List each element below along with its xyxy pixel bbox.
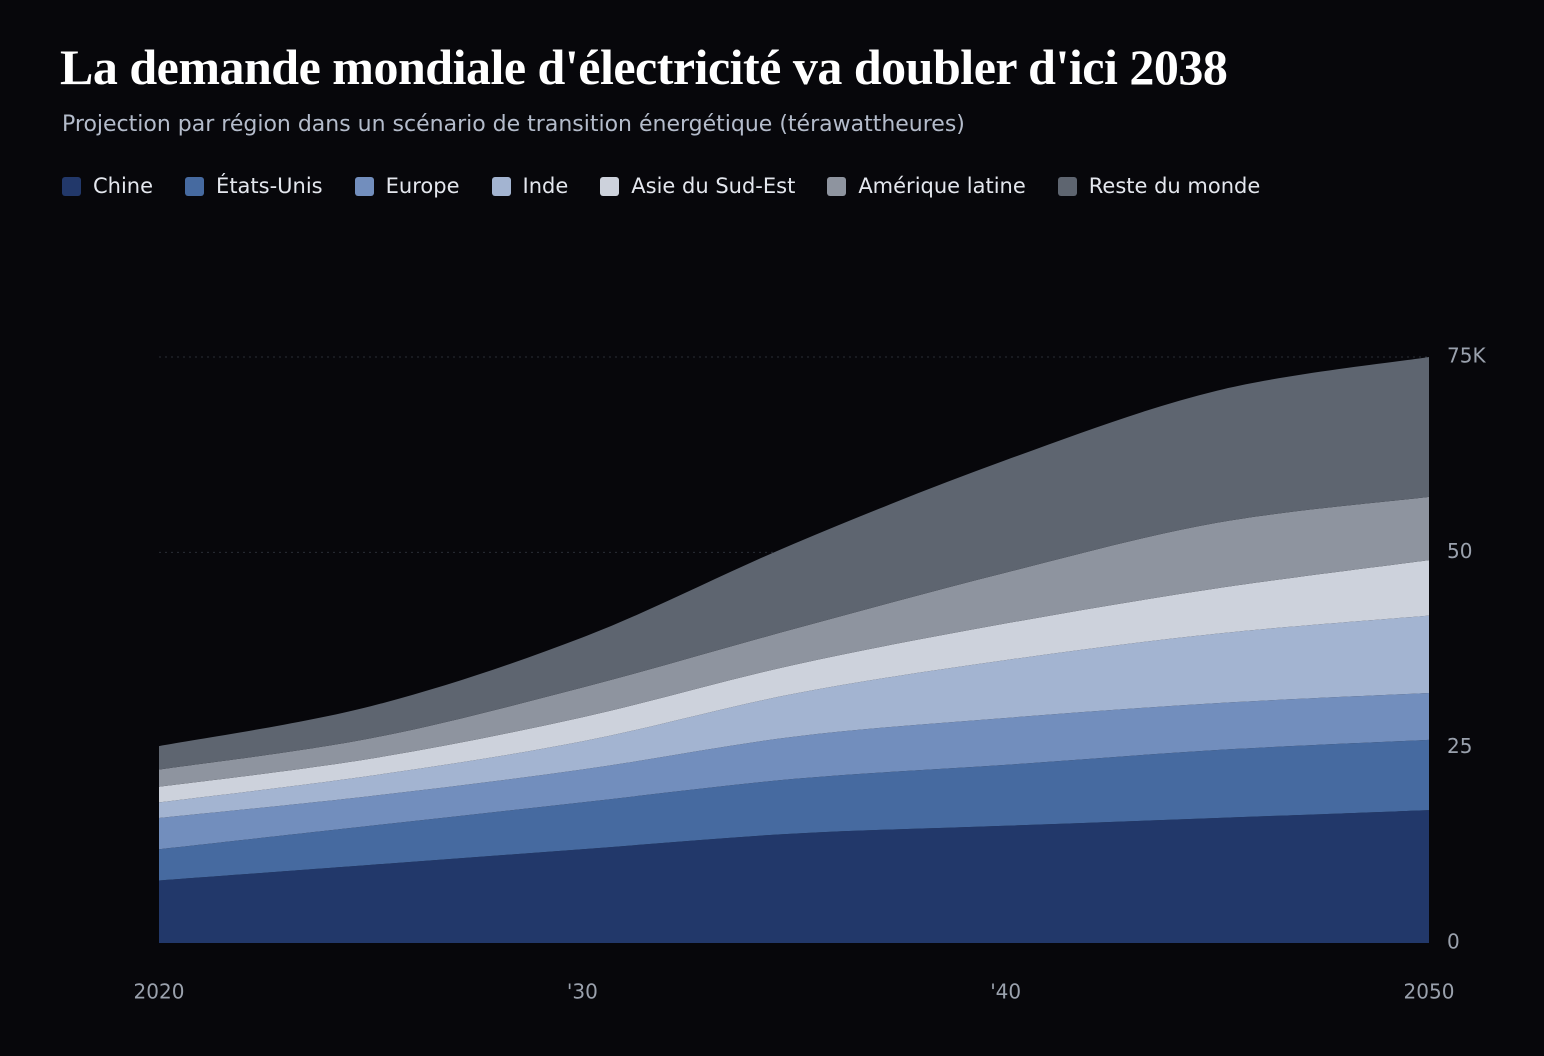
area — [159, 810, 1429, 943]
legend-item: Inde — [491, 174, 569, 198]
area — [159, 615, 1429, 818]
legend-swatch — [62, 176, 81, 196]
legend-label: Amérique latine — [858, 174, 1026, 198]
legend: Chine États-Unis Europe Inde Asie du Sud-Est… — [62, 174, 1260, 198]
legend-item: États-Unis — [185, 174, 323, 198]
y-tick-label: 25 — [1447, 734, 1472, 758]
y-tick-label: 75K — [1447, 344, 1486, 368]
x-tick-label: 2050 — [1404, 980, 1455, 1004]
legend-label: Chine — [93, 174, 154, 198]
x-tick-label: '30 — [567, 980, 598, 1004]
legend-item: Asie du Sud-Est — [600, 174, 795, 198]
legend-label: Reste du monde — [1088, 174, 1261, 198]
legend-item: Chine — [62, 174, 153, 198]
area — [159, 560, 1429, 803]
legend-label: Inde — [522, 174, 569, 198]
legend-swatch — [354, 176, 374, 196]
legend-item: Europe — [354, 174, 460, 198]
legend-swatch — [600, 176, 620, 196]
area — [159, 739, 1429, 881]
legend-label: Europe — [385, 174, 460, 198]
area — [159, 692, 1429, 850]
area — [159, 496, 1429, 787]
legend-label: Asie du Sud-Est — [631, 174, 796, 198]
y-tick-label: 50 — [1447, 539, 1472, 563]
chart-title: La demande mondiale d'électricité va dou… — [60, 39, 1228, 95]
chart-subtitle: Projection par région dans un scénario d… — [62, 112, 965, 137]
legend-swatch — [1057, 176, 1077, 196]
legend-item: Amérique latine — [827, 174, 1026, 198]
legend-item: Reste du monde — [1057, 174, 1261, 198]
legend-swatch — [827, 176, 847, 196]
legend-swatch — [185, 176, 205, 196]
legend-label: États-Unis — [216, 174, 323, 198]
y-tick-label: 0 — [1447, 930, 1460, 954]
x-tick-label: '40 — [990, 980, 1021, 1004]
area — [159, 357, 1429, 770]
x-tick-label: 2020 — [134, 980, 185, 1004]
legend-swatch — [491, 176, 511, 196]
